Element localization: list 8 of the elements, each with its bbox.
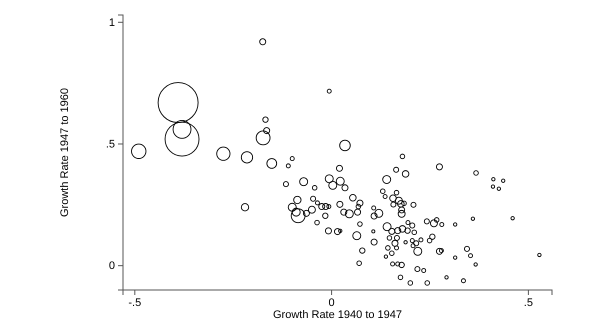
x-tick-label: -.5 [128,296,142,309]
x-tick-label: 0 [328,296,335,309]
y-tick-label: .5 [106,138,115,150]
y-tick-label: 1 [108,16,115,29]
y-tick-label: 0 [108,260,115,272]
x-axis-title: Growth Rate 1940 to 1947 [272,309,402,321]
y-axis-title: Growth Rate 1947 to 1960 [59,88,71,218]
x-tick-label: .5 [524,296,533,309]
